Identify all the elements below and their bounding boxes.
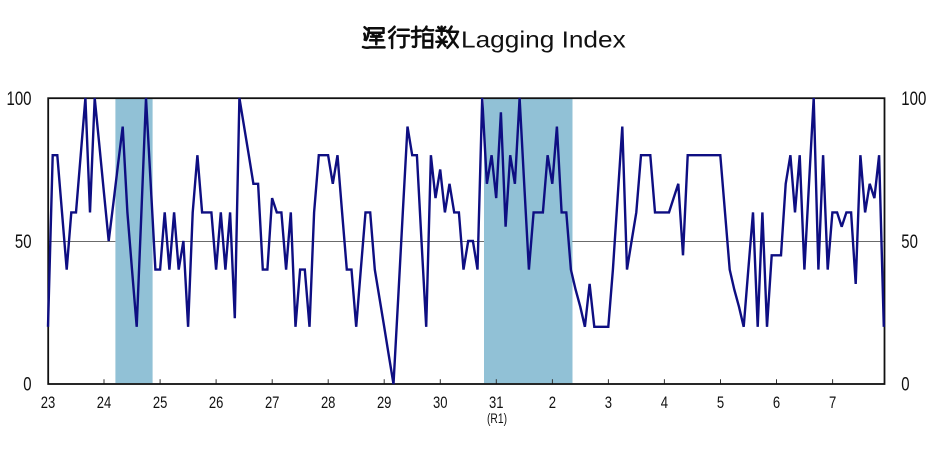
svg-text:30: 30: [433, 393, 448, 412]
svg-text:3: 3: [605, 393, 612, 412]
svg-text:(R1): (R1): [487, 411, 507, 426]
svg-text:2: 2: [549, 393, 556, 412]
svg-text:23: 23: [41, 393, 56, 412]
svg-text:0: 0: [901, 374, 909, 396]
svg-text:0: 0: [23, 374, 31, 396]
svg-text:24: 24: [97, 393, 112, 412]
svg-text:7: 7: [829, 393, 836, 412]
svg-text:6: 6: [773, 393, 780, 412]
svg-text:28: 28: [321, 393, 336, 412]
svg-text:25: 25: [153, 393, 168, 412]
svg-text:26: 26: [209, 393, 224, 412]
svg-text:100: 100: [901, 88, 926, 110]
svg-text:4: 4: [661, 393, 668, 412]
svg-text:50: 50: [15, 231, 32, 253]
svg-text:27: 27: [265, 393, 280, 412]
svg-text:29: 29: [377, 393, 392, 412]
svg-text:100: 100: [7, 88, 32, 110]
svg-text:Lagging Index: Lagging Index: [461, 26, 626, 52]
svg-text:5: 5: [717, 393, 724, 412]
svg-text:31: 31: [489, 393, 504, 412]
svg-text:50: 50: [901, 231, 918, 253]
